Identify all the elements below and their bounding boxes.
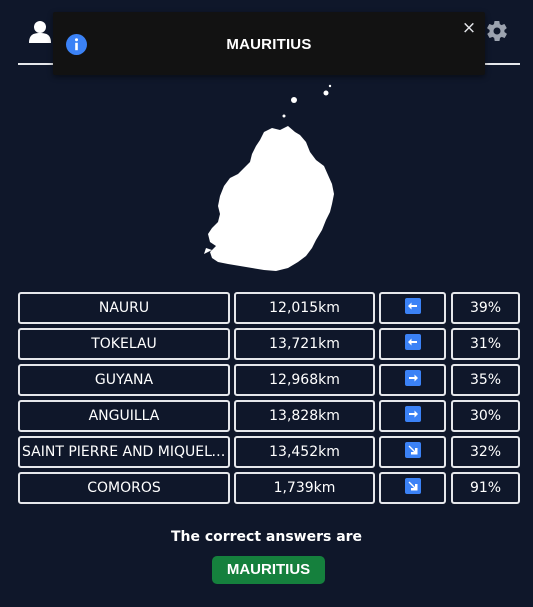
guess-country-label: ANGUILLA (88, 408, 160, 424)
correct-answer-badge: MAURITIUS (212, 556, 325, 584)
guess-proximity: 39% (451, 292, 520, 324)
right-arrow-icon (404, 370, 421, 386)
guess-direction (379, 436, 446, 468)
right-arrow-icon (404, 406, 421, 422)
user-icon[interactable] (29, 20, 51, 44)
down-right-arrow-icon (404, 478, 421, 494)
toast-title: MAURITIUS (226, 36, 312, 53)
guess-row: ANGUILLA 13,828km 30% (18, 400, 520, 432)
guess-country-name: SAINT PIERRE AND MIQUELON (18, 436, 230, 468)
guess-distance: 12,968km (234, 364, 375, 396)
guess-country-label: NAURU (98, 300, 150, 316)
guess-row: TOKELAU 13,721km 31% (18, 328, 520, 360)
guess-row: NAURU 12,015km 39% (18, 292, 520, 324)
guess-country-name: TOKELAU (18, 328, 230, 360)
guess-distance: 13,452km (234, 436, 375, 468)
close-icon[interactable]: × (461, 18, 477, 38)
country-silhouette (200, 80, 345, 275)
guess-direction (379, 328, 446, 360)
guess-country-name: ANGUILLA (18, 400, 230, 432)
guess-proximity: 32% (451, 436, 520, 468)
guess-direction (379, 472, 446, 504)
guess-row: GUYANA 12,968km 35% (18, 364, 520, 396)
guess-proximity: 91% (451, 472, 520, 504)
info-icon (66, 34, 87, 55)
guess-country-label: COMOROS (87, 480, 161, 496)
guess-country-label: TOKELAU (91, 336, 157, 352)
guess-country-name: NAURU (18, 292, 230, 324)
guess-distance: 12,015km (234, 292, 375, 324)
guess-direction (379, 400, 446, 432)
left-arrow-icon (404, 334, 421, 350)
guess-row: SAINT PIERRE AND MIQUELON 13,452km 32% (18, 436, 520, 468)
guess-direction (379, 364, 446, 396)
guess-proximity: 31% (451, 328, 520, 360)
guess-proximity: 30% (451, 400, 520, 432)
guess-proximity: 35% (451, 364, 520, 396)
guess-distance: 13,721km (234, 328, 375, 360)
correct-answers-label: The correct answers are (170, 529, 363, 545)
down-right-arrow-icon (404, 442, 421, 458)
guess-distance: 1,739km (234, 472, 375, 504)
left-arrow-icon (404, 298, 421, 314)
guess-direction (379, 292, 446, 324)
guess-country-label: GUYANA (94, 372, 154, 388)
guess-row: COMOROS 1,739km 91% (18, 472, 520, 504)
gear-icon[interactable] (485, 19, 509, 43)
guess-country-name: GUYANA (18, 364, 230, 396)
guess-country-label: SAINT PIERRE AND MIQUELON (22, 444, 228, 460)
answer-toast: MAURITIUS × (53, 12, 485, 75)
guess-distance: 13,828km (234, 400, 375, 432)
guess-country-name: COMOROS (18, 472, 230, 504)
